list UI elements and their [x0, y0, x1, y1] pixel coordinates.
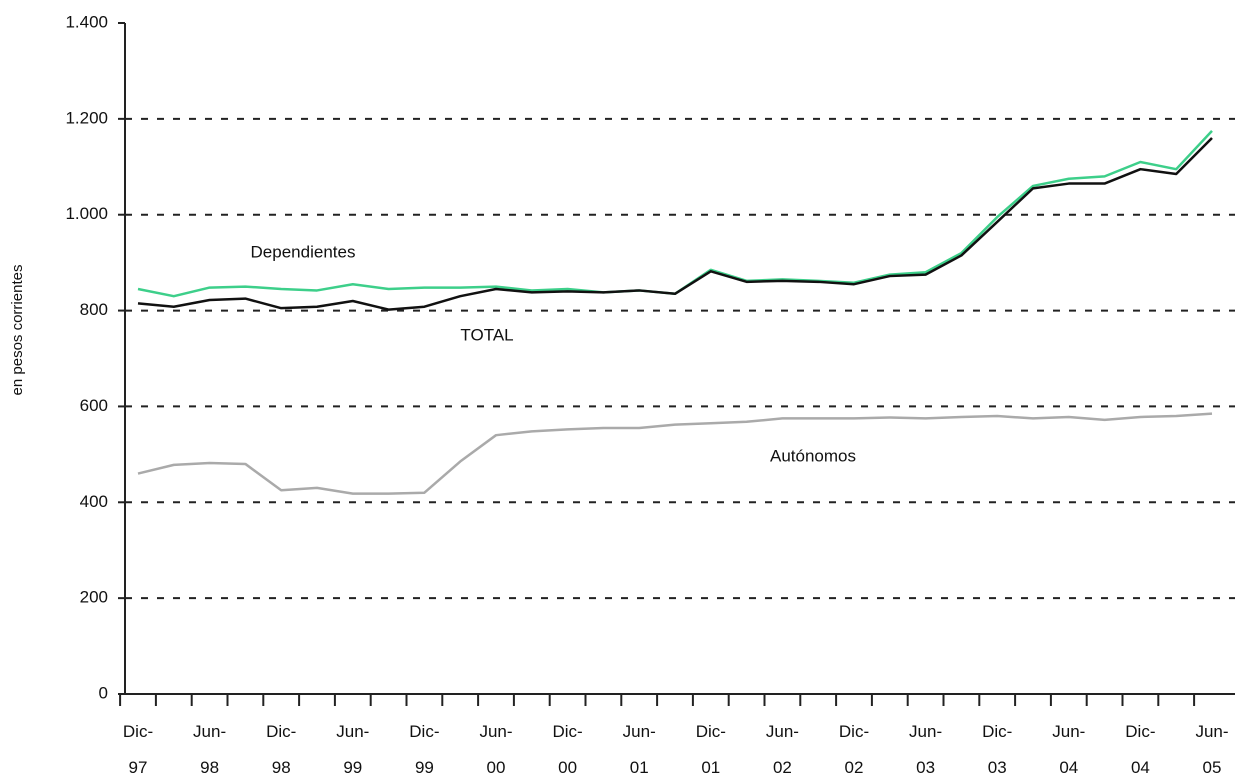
- y-tick-label: 200: [80, 588, 108, 607]
- x-tick-label: Jun-99: [336, 722, 369, 777]
- x-tick-label: Dic-00: [552, 722, 582, 777]
- series-label: TOTAL: [460, 325, 513, 344]
- x-tick-label: Dic-04: [1125, 722, 1155, 777]
- y-tick-label: 0: [99, 683, 108, 702]
- y-tick-label: 1.200: [65, 108, 108, 127]
- x-tick-label: Dic-98: [266, 722, 296, 777]
- x-tick-label: Jun-00: [479, 722, 512, 777]
- x-tick-label: Dic-03: [982, 722, 1012, 777]
- x-tick-label: Dic-97: [123, 722, 153, 777]
- x-tick-label: Jun-01: [623, 722, 656, 777]
- x-tick-label: Dic-99: [409, 722, 439, 777]
- series-line: [137, 412, 1213, 495]
- x-tick-label: Jun-04: [1052, 722, 1085, 777]
- series-label: Dependientes: [251, 242, 356, 261]
- series-line: [137, 129, 1213, 298]
- series-label: Autónomos: [770, 446, 856, 465]
- y-axis-label: en pesos corrientes: [9, 265, 26, 396]
- x-tick-label: Dic-01: [696, 722, 726, 777]
- x-tick-label: Jun-98: [193, 722, 226, 777]
- x-tick-label: Jun-05: [1195, 722, 1228, 777]
- x-tick-label: Dic-02: [839, 722, 869, 777]
- x-tick-label: Jun-02: [766, 722, 799, 777]
- y-tick-label: 1.400: [65, 12, 108, 31]
- y-tick-label: 800: [80, 300, 108, 319]
- series-line: [137, 137, 1213, 311]
- x-tick-label: Jun-03: [909, 722, 942, 777]
- y-tick-label: 400: [80, 492, 108, 511]
- y-tick-label: 600: [80, 396, 108, 415]
- y-tick-label: 1.000: [65, 204, 108, 223]
